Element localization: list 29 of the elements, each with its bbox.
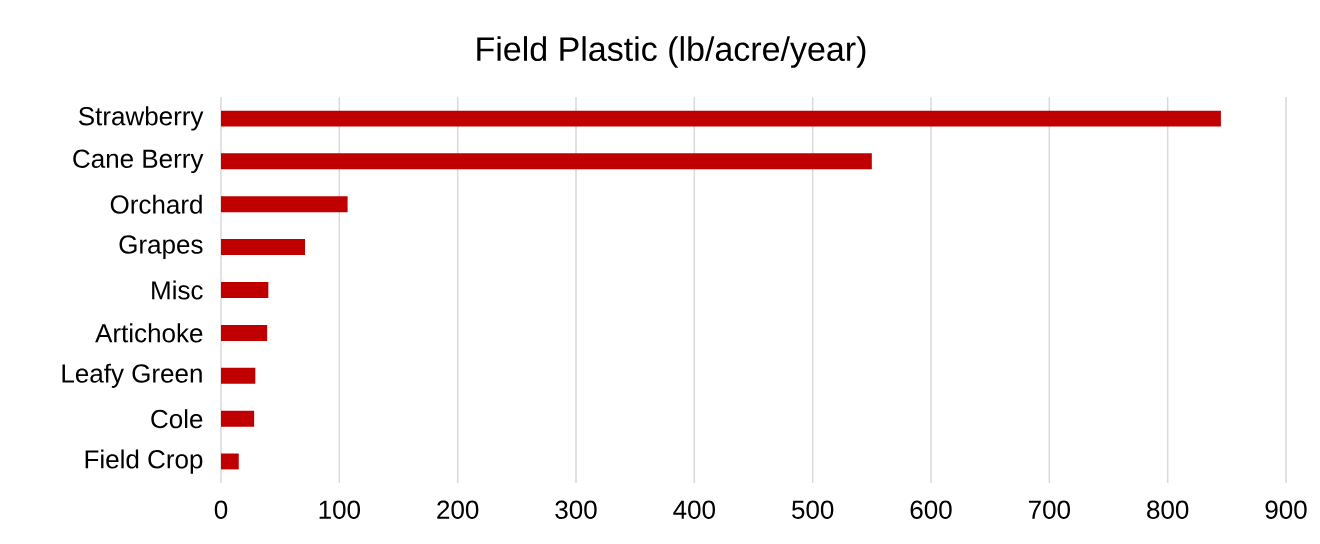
x-tick-label: 200 <box>437 500 479 519</box>
x-tick-label: 100 <box>319 500 360 519</box>
bar <box>221 282 269 299</box>
bar <box>221 110 1221 127</box>
y-tick-label: Cole <box>151 409 203 429</box>
bar <box>221 196 348 213</box>
y-tick-label: Grapes <box>119 235 203 259</box>
x-tick-label: 700 <box>1028 500 1070 519</box>
x-tick-label: 0 <box>214 500 228 519</box>
bar <box>221 367 256 384</box>
y-tick-label: Cane Berry <box>73 149 204 174</box>
bar <box>221 453 239 470</box>
y-tick-label: Artichoke <box>95 323 203 343</box>
x-tick-label: 900 <box>1265 500 1307 519</box>
bar <box>221 153 872 170</box>
chart-title: Field Plastic (lb/acre/year) <box>477 36 866 68</box>
x-tick-label: 800 <box>1147 500 1189 519</box>
bar <box>221 324 268 341</box>
x-tick-label: 600 <box>910 500 952 519</box>
y-tick-label: Leafy Green <box>62 363 202 388</box>
x-tick-label: 400 <box>673 500 715 519</box>
x-tick-label: 300 <box>555 500 597 519</box>
bar <box>221 410 255 427</box>
bar <box>221 239 306 256</box>
y-tick-label: Misc <box>152 280 203 300</box>
y-tick-label: Orchard <box>110 194 202 214</box>
x-tick-label: 500 <box>792 500 834 519</box>
y-tick-label: Field Crop <box>85 449 203 474</box>
y-tick-label: Strawberry <box>78 106 204 131</box>
